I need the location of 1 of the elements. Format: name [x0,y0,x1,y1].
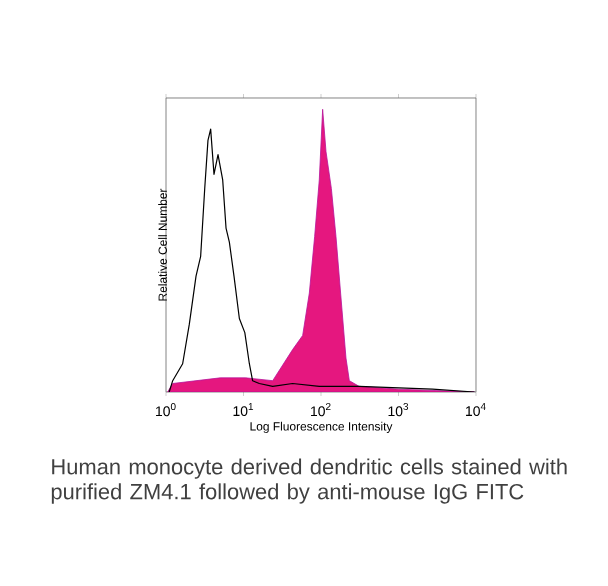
text: Human monocyte derived dendritic cells stained with purified ZM4.1 followed by anti-mouse IgG FITC [51,458,567,504]
